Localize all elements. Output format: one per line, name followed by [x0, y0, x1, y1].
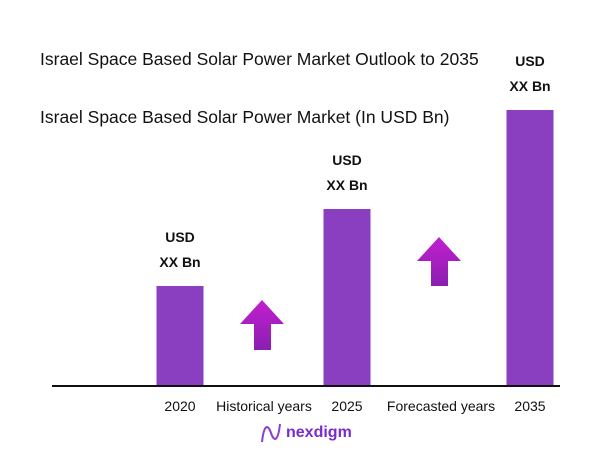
arrow-up-icon — [240, 300, 284, 350]
bar-2025 — [323, 209, 371, 385]
data-label: XX Bn — [326, 177, 367, 193]
logo-wave-icon — [261, 423, 281, 443]
data-label: USD — [332, 152, 362, 168]
logo-text: nexdigm — [286, 424, 352, 441]
data-label: XX Bn — [509, 78, 550, 94]
nexdigm-logo: nexdigm — [260, 422, 352, 444]
chart-title: Israel Space Based Solar Power Market Ou… — [40, 49, 479, 69]
annotation-forecasted: Forecasted years — [387, 398, 495, 414]
data-label: USD — [165, 229, 195, 245]
data-label: XX Bn — [159, 254, 200, 270]
x-tick-label: 2020 — [164, 398, 195, 414]
annotation-historical: Historical years — [216, 398, 312, 414]
bar-2035 — [506, 110, 554, 385]
data-label: USD — [515, 53, 545, 69]
chart-subtitle: Israel Space Based Solar Power Market (I… — [40, 107, 450, 127]
arrow-up-icon — [417, 237, 461, 286]
x-tick-label: 2025 — [331, 398, 362, 414]
x-tick-label: 2035 — [514, 398, 545, 414]
bar-2020 — [156, 286, 204, 385]
